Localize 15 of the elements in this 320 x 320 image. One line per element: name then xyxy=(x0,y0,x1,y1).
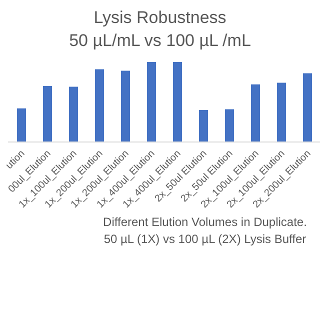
bar xyxy=(225,109,234,142)
x-axis-title: Different Elution Volumes in Duplicate. 50 µL (1X) vs 100 µL (2X) Lysis Buffer xyxy=(102,214,308,248)
bar xyxy=(69,86,78,142)
bar xyxy=(43,86,52,142)
bar xyxy=(199,110,208,142)
bar xyxy=(147,62,156,142)
bar xyxy=(251,84,260,142)
bar xyxy=(95,69,104,142)
chart-title: Lysis Robustness xyxy=(92,7,228,29)
bar xyxy=(17,108,26,142)
bar xyxy=(173,62,182,142)
bar xyxy=(277,82,286,142)
bar xyxy=(303,73,312,142)
chart-subtitle: 50 µL/mL vs 100 µL /mL xyxy=(68,30,252,52)
bar xyxy=(121,70,130,142)
